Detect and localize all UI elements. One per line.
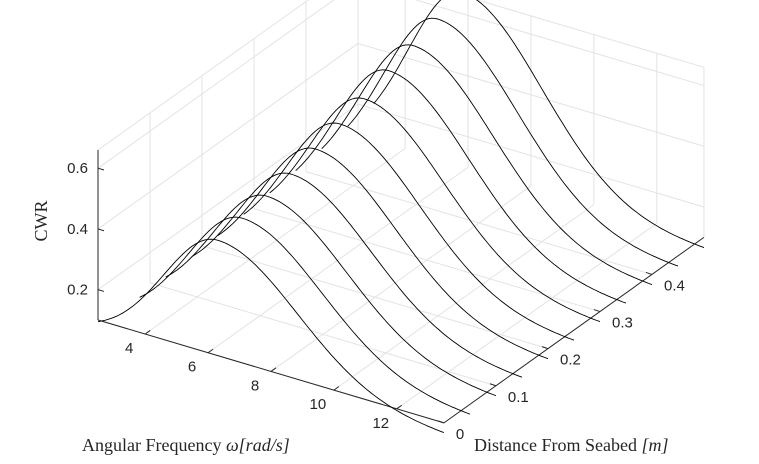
x-tick-label: 6 [188,359,196,376]
x-tick-mark [396,404,403,410]
series-line [217,147,549,360]
grid-line-y-floor [305,171,653,275]
x-tick-mark [144,330,151,335]
z-tick-label: 0.4 [67,221,88,238]
series-layer [97,0,705,434]
x-tick-label: 8 [251,377,259,394]
series-line [269,97,601,323]
y-tick-label: 0.4 [664,278,685,295]
series-line [165,194,497,397]
series-line [321,44,653,286]
grid-line-x-floor [144,148,406,335]
series-line [191,172,523,378]
series-line [97,238,445,434]
series-line [373,0,705,249]
y-tick-label: 0.3 [612,315,633,332]
y-tick-mark [645,271,653,275]
tick-layer: 4 6 8 10 12 0 0.1 0.2 0.3 0.4 0.2 0.4 0.6 [67,160,685,443]
x-axis-line [97,319,445,424]
z-tick-mark [97,228,105,232]
z-tick-label: 0.6 [67,160,88,177]
grid-line-z-left [97,0,335,169]
grid-line-z-left [97,43,359,230]
grid-line-y-floor [201,245,549,350]
y-axis-label-text: Distance From Seabed [474,435,641,455]
y-axis-line [443,236,705,424]
y-tick-mark [437,420,445,424]
z-axis-label: CWR [31,200,51,241]
x-axis-label-text: Angular Frequency [82,435,226,455]
x-tick-mark [270,367,277,372]
z-tick-mark [97,167,105,171]
y-tick-label: 0.1 [508,389,529,406]
y-tick-label: 0 [456,426,464,443]
x-tick-label: 4 [125,340,133,357]
grid-line-z-left [97,103,359,291]
x-axis-label: Angular Frequency ω[rad/s] [82,435,290,455]
y-tick-mark [489,383,497,387]
series-line [347,17,679,267]
z-tick-label: 0.2 [67,282,88,299]
x-axis-label-math: ω[rad/s] [226,435,290,455]
grid-line-y-floor [253,208,601,313]
y-tick-mark [593,309,601,313]
z-tick-mark [97,289,105,292]
series-line [295,69,627,304]
x-tick-mark [333,386,340,391]
x-tick-mark [207,348,214,354]
grid-line-x-floor [270,185,532,372]
box-edge [97,0,310,151]
grid-layer [97,0,705,424]
y-axis-label: Distance From Seabed [m] [474,435,668,455]
grid-line-x-floor [396,222,658,410]
y-tick-mark [541,346,549,350]
series-line [243,122,575,341]
series-line [139,216,471,415]
x-tick-label: 12 [372,415,389,432]
grid-line-y-floor [149,282,497,387]
y-tick-label: 0.2 [560,352,581,369]
y-axis-label-math: [m] [641,435,668,455]
grid-line-x-floor [207,166,469,354]
x-tick-label: 10 [310,396,327,413]
box-edge [475,0,705,68]
grid-line-x-floor [333,204,595,391]
